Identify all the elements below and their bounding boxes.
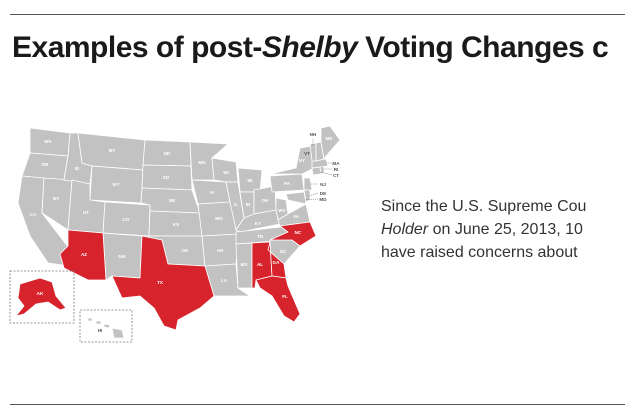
label-VT: VT bbox=[304, 151, 310, 156]
state-NC bbox=[269, 221, 317, 247]
label-HI: HI bbox=[98, 328, 103, 333]
state-GA bbox=[267, 241, 287, 279]
label-KY: KY bbox=[255, 221, 261, 226]
label-TX: TX bbox=[157, 280, 164, 285]
label-CA: CA bbox=[30, 212, 37, 217]
label-UT: UT bbox=[83, 210, 89, 215]
state-MD bbox=[285, 191, 307, 205]
label-OH: OH bbox=[262, 198, 270, 203]
state-AZ bbox=[59, 229, 107, 281]
label-IN: IN bbox=[246, 202, 251, 207]
state-AK bbox=[15, 277, 67, 317]
label-CO: CO bbox=[123, 217, 130, 222]
label-WI: WI bbox=[223, 170, 229, 175]
label-RI: RI bbox=[334, 167, 339, 172]
label-AL: AL bbox=[257, 262, 263, 267]
title-case-name: Shelby bbox=[261, 31, 358, 64]
label-MN: MN bbox=[198, 160, 206, 165]
bottom-divider bbox=[10, 404, 625, 405]
label-PA: PA bbox=[284, 181, 291, 186]
state-HI bbox=[87, 317, 125, 339]
state-VA bbox=[277, 203, 311, 227]
label-WV: WV bbox=[278, 208, 286, 213]
intro-line-2: Holder on June 25, 2013, 10 bbox=[381, 218, 586, 241]
state-NJ bbox=[303, 177, 313, 191]
label-AK: AK bbox=[37, 291, 44, 296]
label-MA: MA bbox=[332, 161, 340, 166]
label-AZ: AZ bbox=[81, 252, 87, 257]
alaska-inset bbox=[9, 270, 75, 324]
label-SC: SC bbox=[280, 249, 287, 254]
label-MI: MI bbox=[247, 178, 252, 183]
label-WY: WY bbox=[112, 182, 119, 187]
label-MS: MS bbox=[241, 262, 248, 267]
label-CT: CT bbox=[333, 173, 339, 178]
label-ID: ID bbox=[75, 166, 80, 171]
label-AR: AR bbox=[217, 248, 224, 253]
state-FL bbox=[255, 275, 301, 323]
label-ME: ME bbox=[326, 136, 333, 141]
label-WA: WA bbox=[44, 139, 52, 144]
intro-paragraph: Since the U.S. Supreme Cou Holder on Jun… bbox=[381, 195, 586, 264]
label-MO: MO bbox=[215, 216, 223, 221]
label-DE: DE bbox=[320, 191, 326, 196]
title-prefix: Examples of post- bbox=[12, 31, 262, 64]
label-VA: VA bbox=[293, 214, 300, 219]
state-TX bbox=[111, 235, 215, 331]
label-NH: NH bbox=[310, 132, 317, 137]
page-title: Examples of post-Shelby Voting Changes c bbox=[12, 31, 609, 65]
intro-line-3: have raised concerns about bbox=[381, 244, 578, 261]
label-GA: GA bbox=[273, 260, 281, 265]
top-divider bbox=[10, 14, 625, 15]
label-MT: MT bbox=[109, 148, 116, 153]
label-ND: ND bbox=[164, 151, 171, 156]
label-NJ: NJ bbox=[320, 182, 326, 187]
intro-line-1: Since the U.S. Supreme Cou bbox=[381, 198, 587, 215]
label-NY: NY bbox=[299, 158, 305, 163]
case-name: Holder bbox=[381, 221, 429, 238]
intro-line-2-rest: on June 25, 2013, 10 bbox=[428, 221, 583, 238]
label-NV: NV bbox=[53, 196, 60, 201]
label-TN: TN bbox=[257, 234, 264, 239]
label-KS: KS bbox=[173, 222, 179, 227]
label-OK: OK bbox=[182, 248, 190, 253]
state-ME bbox=[320, 125, 340, 160]
hawaii-inset bbox=[79, 309, 133, 343]
label-NM: NM bbox=[118, 254, 125, 259]
label-LA: LA bbox=[221, 278, 228, 283]
label-FL: FL bbox=[282, 294, 288, 299]
title-suffix: Voting Changes c bbox=[357, 31, 609, 64]
label-MD: MD bbox=[319, 197, 327, 202]
label-IA: IA bbox=[210, 190, 215, 195]
label-NC: NC bbox=[295, 230, 302, 235]
label-NE: NE bbox=[169, 198, 175, 203]
label-IL: IL bbox=[234, 202, 238, 207]
label-OR: OR bbox=[42, 162, 50, 167]
us-map: WA OR CA NV ID MT WY UT CO NM ND SD NE K… bbox=[0, 118, 340, 350]
label-SD: SD bbox=[163, 175, 170, 180]
